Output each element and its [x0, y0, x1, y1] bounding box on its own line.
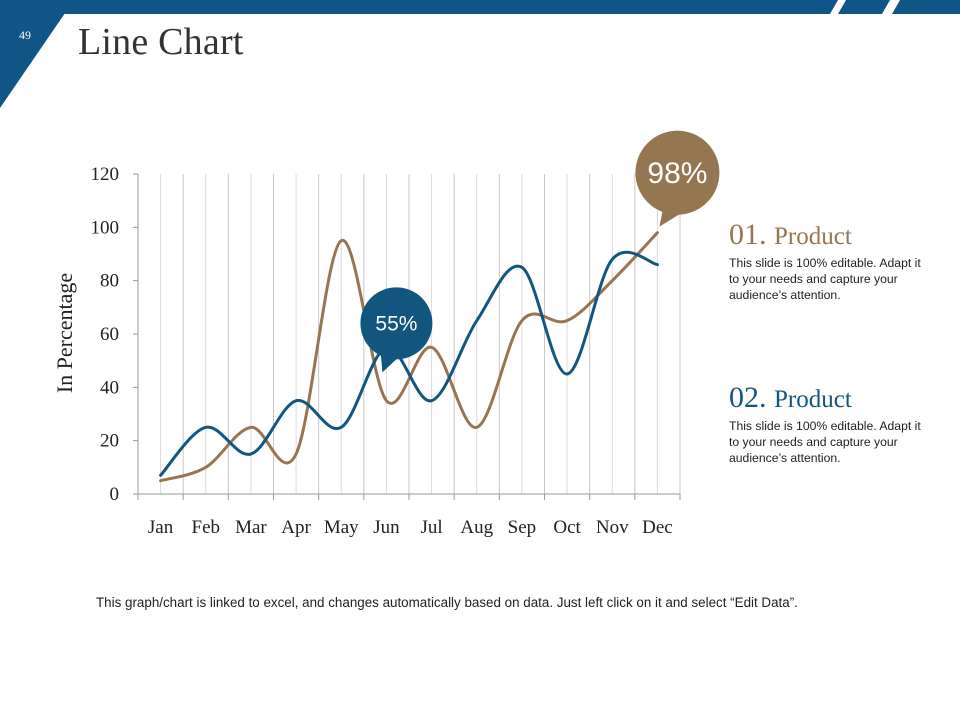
footer-note: This graph/chart is linked to excel, and… [96, 595, 798, 610]
header-top-bar [0, 0, 838, 14]
product-2-heading: 02. Product [729, 383, 929, 415]
chart-axes [133, 173, 681, 500]
callout-bubble-1: 98% [635, 130, 720, 227]
callout-circle [360, 287, 433, 360]
product-2-description: This slide is 100% editable. Adapt it to… [729, 419, 921, 465]
chart-callouts: 98% 55% [360, 130, 720, 373]
header-stripe [892, 0, 960, 14]
y-tick-label: 100 [91, 217, 120, 238]
slide-title: Line Chart [78, 21, 244, 63]
x-tick-label: Jul [420, 517, 442, 538]
product-2-number: 02. [729, 381, 767, 414]
x-tick-label: Apr [281, 517, 311, 538]
x-tick-label: Mar [235, 517, 267, 538]
page-number: 49 [19, 28, 31, 42]
series-line-1 [159, 231, 659, 483]
x-tick-label: Jan [148, 517, 174, 538]
x-tick-label: Oct [553, 517, 581, 538]
x-tick-label: Sep [508, 517, 537, 538]
y-axis-title: In Percentage [52, 273, 77, 393]
product-2-name: Product [774, 386, 852, 413]
product-1-description: This slide is 100% editable. Adapt it to… [729, 256, 921, 302]
callout-label: 98% [647, 157, 707, 190]
x-tick-label: Aug [460, 517, 493, 538]
x-tick-label: Jun [373, 517, 400, 538]
y-tick-label: 20 [100, 431, 119, 452]
product-1-number: 01. [729, 218, 767, 251]
product-1-heading: 01. Product [729, 220, 929, 252]
header-stripe [838, 0, 890, 14]
series-line-2 [159, 250, 659, 477]
product-1-block: 01. Product This slide is 100% editable.… [729, 220, 929, 303]
x-tick-label: May [324, 517, 359, 538]
x-tick-label: Dec [642, 517, 673, 538]
chart-labels: 0 20 40 60 80 100 120 Jan Feb Mar Apr May Jun Jul Aug S… [52, 164, 673, 538]
x-tick-label: Nov [596, 517, 629, 538]
header-corner-triangle [0, 0, 74, 108]
product-2-block: 02. Product This slide is 100% editable.… [729, 383, 929, 466]
callout-label: 55% [375, 313, 417, 336]
y-tick-label: 0 [110, 484, 120, 505]
chart-series [159, 231, 659, 483]
x-tick-label: Feb [192, 517, 221, 538]
callout-bubble-2: 55% [360, 287, 433, 373]
y-tick-label: 120 [91, 164, 120, 185]
y-tick-label: 40 [100, 377, 119, 398]
callout-circle [635, 130, 720, 215]
product-1-name: Product [774, 223, 852, 250]
y-tick-label: 80 [100, 271, 119, 292]
header-band [0, 0, 960, 108]
y-tick-label: 60 [100, 324, 119, 345]
